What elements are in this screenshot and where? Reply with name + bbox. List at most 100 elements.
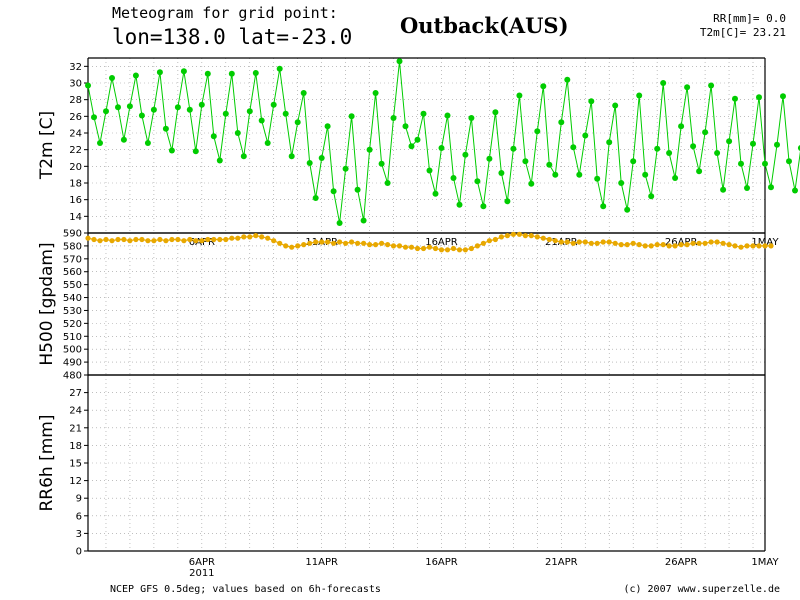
data-point [109, 75, 115, 81]
data-point [534, 128, 541, 135]
data-point [498, 170, 505, 176]
y-tick-label: 6 [76, 511, 82, 522]
data-point [187, 236, 193, 243]
data-point [546, 236, 552, 243]
data-point [480, 203, 487, 210]
data-point [217, 236, 223, 243]
data-point [126, 103, 133, 110]
x-tick-label: 16APR [425, 557, 458, 568]
data-point [570, 240, 576, 246]
data-point [522, 158, 529, 165]
data-point [768, 184, 774, 191]
data-point [768, 243, 774, 249]
data-point [474, 243, 480, 249]
data-point [456, 201, 463, 208]
y-tick-label: 18 [69, 441, 82, 452]
data-point [750, 140, 756, 147]
data-point [444, 112, 451, 119]
data-point [150, 106, 157, 113]
data-point [468, 115, 475, 121]
data-point [259, 234, 265, 240]
data-point [258, 117, 265, 124]
data-point [199, 238, 205, 244]
y-tick-label: 500 [63, 345, 82, 356]
data-point [348, 113, 355, 120]
x-tick-label: 1MAY [751, 557, 779, 568]
copyright-note: (c) 2007 www.superzelle.de [623, 584, 780, 595]
data-point [624, 206, 631, 213]
data-point [480, 240, 486, 246]
data-point [222, 110, 229, 117]
y-tick-label: 15 [69, 459, 82, 470]
y-tick-label: 3 [76, 529, 82, 540]
data-point [235, 235, 241, 241]
data-point [576, 239, 582, 245]
data-point [732, 95, 738, 102]
data-point [744, 185, 750, 191]
data-point [385, 242, 391, 248]
y-tick-label: 12 [69, 476, 82, 487]
data-point [438, 145, 445, 151]
data-point [198, 101, 205, 108]
data-point [342, 165, 349, 172]
data-point [558, 119, 565, 126]
data-point [276, 65, 283, 72]
data-point [91, 236, 97, 243]
data-point [354, 186, 361, 193]
y-tick-label: 24 [69, 129, 82, 140]
data-point [271, 238, 277, 244]
data-point [103, 236, 109, 243]
y-tick-label: 22 [69, 145, 82, 156]
data-point [696, 240, 702, 246]
data-point [390, 115, 397, 121]
data-point [594, 175, 601, 182]
data-point [450, 245, 457, 252]
data-point [672, 243, 678, 249]
data-point [528, 180, 535, 187]
y-axis-label: T2m [C] [37, 111, 57, 180]
data-point [300, 90, 307, 96]
y-tick-label: 480 [63, 371, 82, 382]
y-tick-label: 24 [69, 406, 82, 417]
y-tick-label: 520 [63, 319, 82, 330]
data-point [319, 239, 325, 245]
data-point [192, 148, 199, 155]
data-point [115, 104, 121, 111]
x-year-label: 2011 [189, 568, 214, 579]
data-point [552, 171, 559, 178]
data-point [186, 106, 193, 113]
data-point [379, 240, 385, 246]
data-point [600, 239, 606, 245]
data-point [193, 238, 199, 244]
data-point [156, 69, 163, 76]
data-point [516, 92, 523, 99]
y-tick-label: 14 [69, 212, 82, 223]
data-point [570, 144, 577, 151]
data-point [738, 160, 744, 167]
data-point [169, 236, 175, 243]
data-point [330, 188, 337, 195]
data-point [450, 175, 457, 181]
data-point [289, 244, 295, 250]
data-point [373, 242, 379, 248]
data-point [678, 242, 684, 248]
meteogram-title-line1: Meteogram for grid point: [112, 4, 338, 22]
y-tick-label: 20 [69, 162, 82, 173]
data-point [540, 83, 547, 90]
y-tick-label: 0 [76, 547, 82, 558]
data-point [204, 70, 211, 77]
data-point [708, 239, 714, 245]
y-tick-label: 9 [76, 494, 82, 505]
data-point [582, 239, 588, 245]
data-point [762, 160, 768, 167]
data-point [510, 231, 516, 237]
data-point [684, 242, 690, 248]
data-point [636, 92, 643, 99]
data-point [408, 244, 415, 250]
data-point [390, 243, 397, 249]
data-point [343, 240, 349, 246]
data-point [714, 239, 720, 245]
data-point [474, 178, 481, 185]
data-point [85, 82, 91, 89]
data-point [492, 236, 498, 243]
